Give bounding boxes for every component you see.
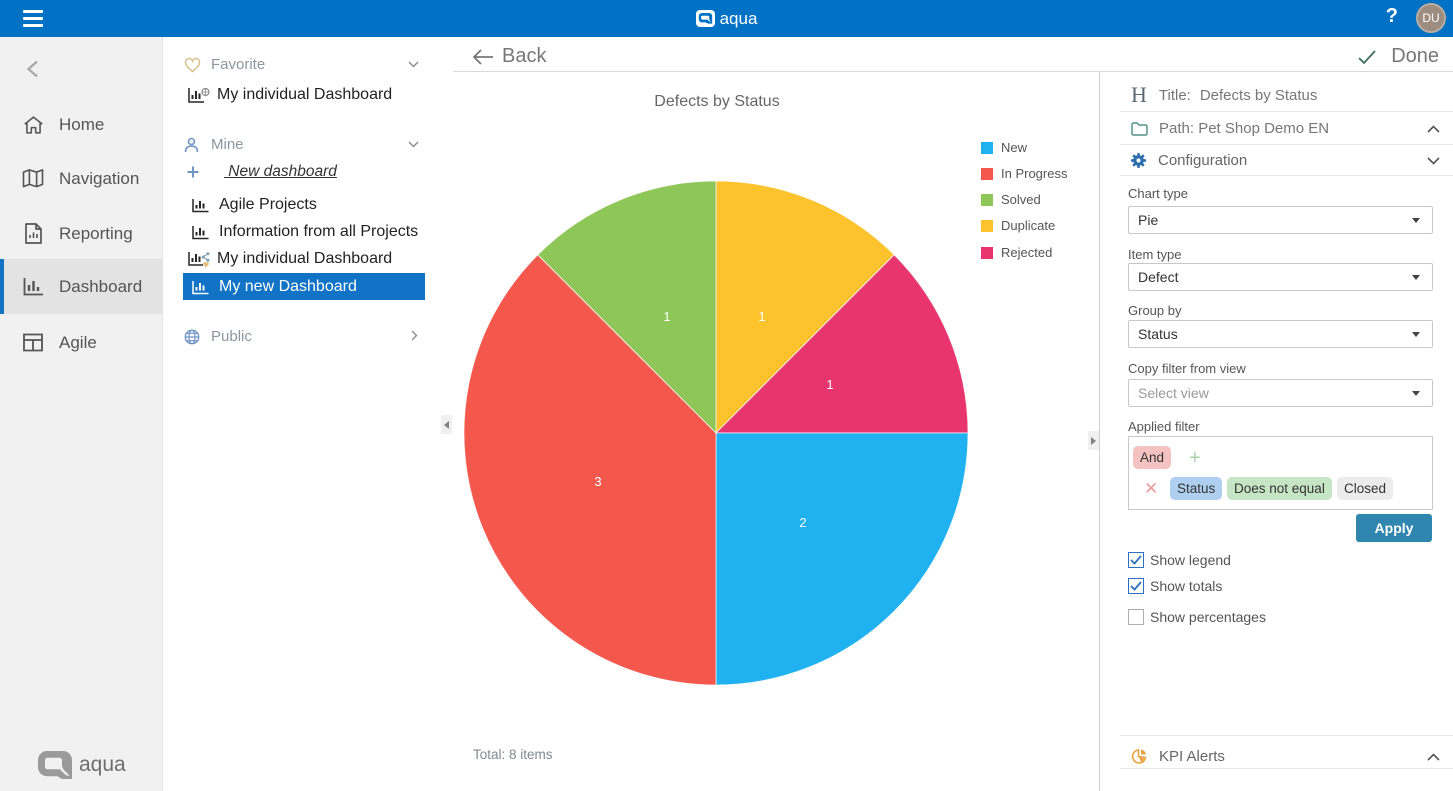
svg-text:1: 1 (663, 309, 670, 324)
svg-text:1: 1 (826, 377, 833, 392)
svg-text:3: 3 (594, 474, 601, 489)
svg-text:2: 2 (799, 515, 806, 530)
svg-text:1: 1 (758, 309, 765, 324)
